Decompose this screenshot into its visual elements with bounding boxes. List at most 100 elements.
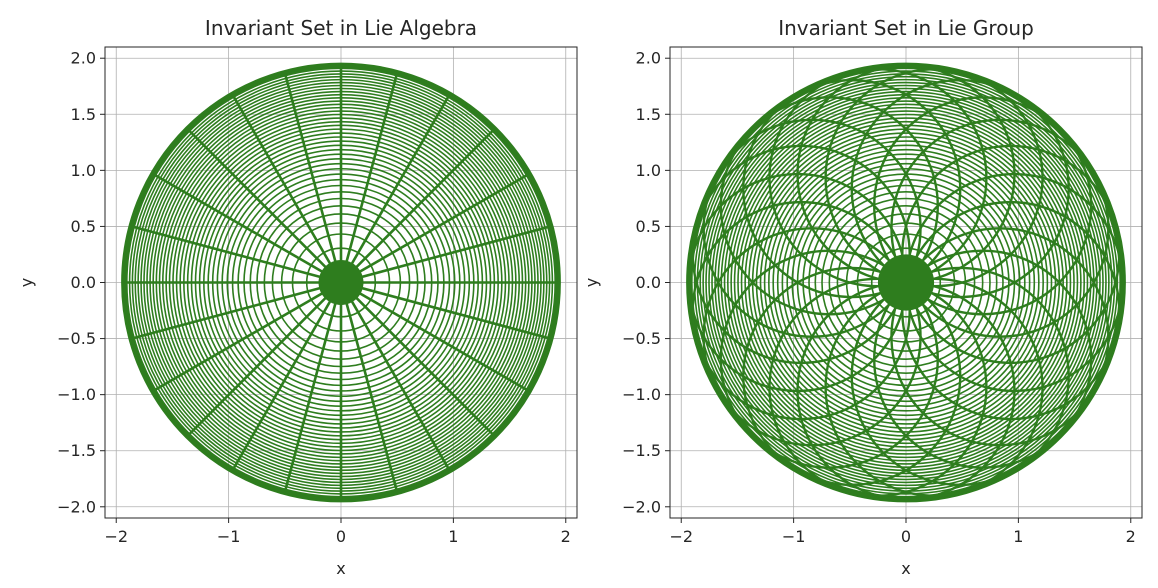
ring (808, 184, 1004, 381)
ring (702, 78, 1110, 487)
y-tick-label: 0.5 (636, 217, 661, 236)
center-blob (877, 254, 935, 311)
petal-circle (901, 200, 1121, 421)
x-tick-label: −1 (217, 527, 241, 546)
petal-circle (824, 277, 1044, 497)
ring (740, 117, 1072, 448)
spoke (152, 172, 342, 284)
spoke (131, 281, 342, 340)
ring (781, 158, 1031, 407)
y-tick-label: 0.0 (71, 273, 96, 292)
spoke (340, 225, 551, 284)
petal-circle (873, 249, 1093, 469)
x-tick-label: 1 (1013, 527, 1023, 546)
ring (755, 132, 1057, 433)
y-tick-label: −1.5 (57, 441, 96, 460)
y-tick-label: −1.0 (622, 385, 661, 404)
y-axis-label: y (17, 278, 36, 287)
spoke (283, 72, 343, 283)
y-tick-label: −0.5 (622, 329, 661, 348)
chart-lie-algebra: −2 −1 0 1 2 −2.0 −1.5 −1.0 −0.5 0.0 0.5 1.0 1.5 2.0 I… (17, 16, 578, 578)
x-axis-label: x (901, 559, 910, 578)
spoke (339, 94, 451, 284)
ring (693, 70, 1119, 495)
center-blob (318, 260, 364, 305)
x-tick-label: 0 (901, 527, 911, 546)
y-axis-label: y (582, 278, 601, 287)
spoke (339, 281, 451, 471)
y-tick-label: 1.0 (636, 161, 661, 180)
x-tick-label: 1 (448, 527, 458, 546)
x-tick-label: −2 (104, 527, 128, 546)
spoke (231, 281, 343, 471)
spoke (340, 172, 530, 284)
ring (699, 75, 1113, 490)
petal-circle (850, 266, 1070, 487)
plot-area (121, 62, 561, 503)
x-tick-label: −2 (669, 527, 693, 546)
ring (759, 136, 1053, 429)
spoke (152, 281, 342, 393)
chart-title: Invariant Set in Lie Group (778, 16, 1034, 40)
y-tick-label: −1.0 (57, 385, 96, 404)
x-tick-label: 0 (336, 527, 346, 546)
y-tick-label: 0.5 (71, 217, 96, 236)
x-tick-label: −1 (782, 527, 806, 546)
spoke (340, 128, 496, 284)
ring (691, 67, 1121, 498)
spoke (339, 282, 399, 493)
spoke (131, 225, 342, 284)
spoke (340, 281, 551, 340)
ring (768, 144, 1044, 421)
ring (828, 205, 984, 360)
spoke (231, 94, 343, 284)
ring (836, 213, 976, 352)
ring (821, 197, 991, 368)
ring (720, 97, 1092, 468)
y-tick-label: −1.5 (622, 441, 661, 460)
chart-title: Invariant Set in Lie Algebra (205, 16, 477, 40)
ring (733, 110, 1079, 455)
ring (791, 167, 1021, 398)
y-tick-label: 1.5 (636, 105, 661, 124)
y-tick-label: 1.5 (71, 105, 96, 124)
petal-circle (890, 227, 1110, 447)
ring (748, 124, 1064, 441)
ring (772, 148, 1040, 417)
y-tick-label: 2.0 (71, 49, 96, 68)
ring (744, 120, 1068, 445)
ring (708, 84, 1104, 481)
ring (711, 87, 1101, 478)
plot-area (686, 62, 1126, 503)
x-tick-label: 2 (561, 527, 571, 546)
spoke (340, 281, 530, 393)
x-axis-label: x (336, 559, 345, 578)
x-tick-label: 2 (1126, 527, 1136, 546)
ring (727, 103, 1085, 462)
ring (814, 190, 998, 375)
ring (705, 81, 1107, 484)
ring (870, 247, 942, 318)
y-tick-label: −2.0 (57, 497, 96, 516)
ring (776, 153, 1036, 412)
y-tick-label: 0.0 (636, 273, 661, 292)
ring (730, 106, 1082, 459)
chart-lie-group: −2 −1 0 1 2 −2.0 −1.5 −1.0 −0.5 0.0 0.5 1.0 1.5 2.0 I… (582, 16, 1143, 578)
ring (856, 233, 956, 332)
y-tick-label: 1.0 (71, 161, 96, 180)
y-tick-label: 2.0 (636, 49, 661, 68)
y-tick-label: −2.0 (622, 497, 661, 516)
ring (714, 90, 1098, 475)
ring (737, 113, 1075, 452)
spoke (283, 282, 343, 493)
y-tick-label: −0.5 (57, 329, 96, 348)
spoke (340, 281, 496, 437)
spoke (186, 128, 342, 284)
spoke (186, 281, 342, 437)
ticks: −2 −1 0 1 2 −2.0 −1.5 −1.0 −0.5 0.0 0.5 1.0 1.5 2.0 (622, 49, 1136, 546)
ring (786, 162, 1026, 403)
spoke (339, 72, 399, 283)
ticks: −2 −1 0 1 2 −2.0 −1.5 −1.0 −0.5 0.0 0.5 1.0 1.5 2.0 (57, 49, 571, 546)
ring (723, 100, 1089, 465)
